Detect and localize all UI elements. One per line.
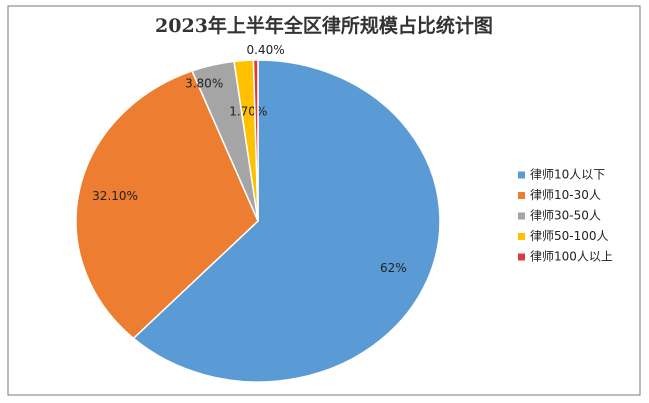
legend-label: 律师10人以下: [530, 168, 605, 182]
legend-label: 律师50-100人: [530, 229, 609, 243]
pie-slice: [75, 70, 259, 340]
legend-label: 律师100人以上: [530, 250, 613, 264]
legend-swatch: [518, 212, 525, 220]
data-label: 3.80%: [185, 76, 223, 90]
data-label: 32.10%: [92, 189, 138, 203]
legend-swatch: [518, 253, 525, 261]
data-label: 0.40%: [247, 43, 285, 57]
legend-swatch: [518, 171, 525, 179]
data-label: 1.70%: [229, 104, 267, 118]
legend-swatch: [518, 192, 525, 199]
chart-title: 2023年上半年全区律所规模占比统计图: [155, 14, 493, 37]
pie-slice: [132, 59, 441, 383]
pie-slice: [252, 59, 259, 222]
legend-swatch: [518, 233, 525, 240]
legend-label: 律师10-30人: [530, 188, 601, 202]
data-label: 62%: [380, 261, 407, 275]
legend-label: 律师30-50人: [530, 209, 601, 223]
